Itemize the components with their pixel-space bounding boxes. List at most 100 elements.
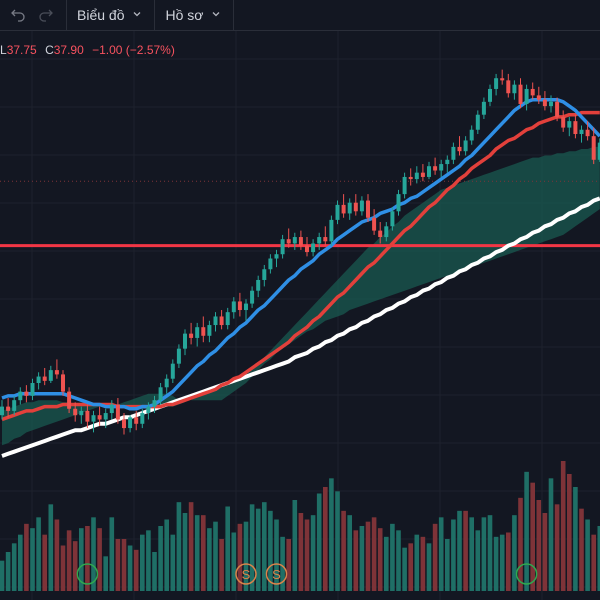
toolbar-separator	[233, 0, 235, 31]
candle-body	[390, 211, 395, 227]
candle-body	[420, 172, 425, 177]
volume-bar	[365, 521, 371, 591]
candle-body	[433, 166, 438, 171]
candle-body	[195, 327, 200, 338]
volume-bar	[487, 515, 493, 591]
candle-body	[42, 376, 47, 381]
volume-bar	[335, 491, 340, 591]
volume-bar	[207, 528, 212, 591]
volume-bar	[506, 532, 511, 591]
candle-body	[579, 129, 584, 135]
candle-body	[317, 237, 322, 244]
candle-body	[280, 239, 285, 255]
candle-body	[481, 101, 486, 115]
candle-body	[530, 88, 535, 96]
volume-bar	[457, 510, 462, 591]
candle-body	[24, 391, 29, 396]
volume-bar	[60, 545, 66, 591]
volume-bar	[591, 534, 596, 591]
candle-body	[573, 121, 578, 135]
candle-body	[372, 217, 377, 231]
event-marker	[76, 563, 99, 585]
volume-bar	[243, 521, 249, 591]
volume-bar	[103, 556, 108, 591]
candle-body	[555, 101, 560, 117]
volume-bar	[280, 536, 285, 591]
redo-icon[interactable]	[34, 0, 58, 31]
undo-icon[interactable]	[6, 0, 30, 31]
volume-bar	[560, 461, 566, 591]
volume-bar	[109, 517, 115, 591]
candle-body	[341, 204, 346, 214]
close-label: C	[45, 43, 54, 57]
volume-bar	[432, 523, 438, 591]
volume-bar	[188, 502, 194, 591]
candle-body	[457, 146, 462, 152]
volume-bar	[512, 515, 517, 591]
profile-menu-label: Hồ sơ	[165, 7, 204, 23]
candle-body	[536, 95, 541, 100]
candle-body	[524, 88, 529, 104]
volume-bar	[133, 549, 139, 591]
volume-bar	[481, 517, 487, 591]
candle-body	[366, 200, 370, 218]
volume-bar	[170, 534, 176, 591]
volume-bar	[310, 515, 316, 591]
toolbar-separator	[66, 0, 67, 31]
candle-body	[500, 78, 505, 81]
candle-body	[286, 239, 291, 244]
candle-body	[378, 230, 383, 238]
candle-body	[597, 142, 600, 160]
candle-body	[219, 316, 224, 326]
volume-bar	[249, 504, 255, 591]
event-marker	[235, 563, 257, 585]
candle-body	[164, 378, 169, 388]
candle-body	[48, 370, 53, 381]
candle-body	[475, 114, 480, 130]
volume-bar	[524, 471, 529, 591]
volume-bar	[530, 482, 535, 591]
candle-body	[91, 415, 96, 422]
candle-body	[549, 101, 553, 107]
chevron-down-icon	[211, 9, 221, 22]
ohlc-legend: L37.75 C37.90 −1.00 (−2.57%)	[0, 43, 175, 57]
candle-body	[244, 303, 248, 311]
volume-bar	[79, 528, 84, 591]
volume-bar	[48, 504, 54, 591]
candle-body	[207, 325, 212, 336]
profile-menu-button[interactable]: Hồ sơ	[155, 0, 233, 31]
volume-bar	[5, 552, 11, 591]
volume-bar	[36, 517, 41, 591]
ichimoku-cloud	[2, 146, 600, 446]
volume-bar	[451, 519, 456, 591]
candle-body	[469, 129, 474, 141]
top-toolbar: Biểu đồ Hồ sơ	[0, 0, 600, 31]
candle-body	[54, 370, 59, 375]
volume-bar	[347, 515, 352, 591]
candle-body	[61, 374, 65, 392]
toolbar-separator	[154, 0, 156, 31]
volume-bar	[213, 521, 218, 591]
volume-bar	[127, 545, 133, 591]
event-marker	[265, 563, 288, 585]
candle-body	[6, 406, 11, 411]
chart-menu-button[interactable]: Biểu đồ	[67, 0, 154, 31]
volume-bar	[237, 523, 243, 591]
candle-body	[347, 202, 352, 214]
volume-bar	[146, 530, 151, 591]
candle-body	[73, 408, 78, 416]
candle-body	[591, 136, 596, 160]
close-value: 37.90	[53, 43, 84, 57]
volume-bar	[274, 519, 279, 591]
chevron-down-icon	[132, 9, 142, 22]
candle-body	[335, 204, 340, 220]
candle-body	[274, 254, 279, 259]
candle-body	[298, 237, 303, 246]
candle-body	[445, 159, 450, 165]
candle-body	[134, 417, 139, 424]
candle-body	[414, 172, 419, 180]
candle-body	[439, 164, 444, 171]
volume-bar	[262, 502, 267, 591]
volume-bar	[115, 539, 121, 591]
